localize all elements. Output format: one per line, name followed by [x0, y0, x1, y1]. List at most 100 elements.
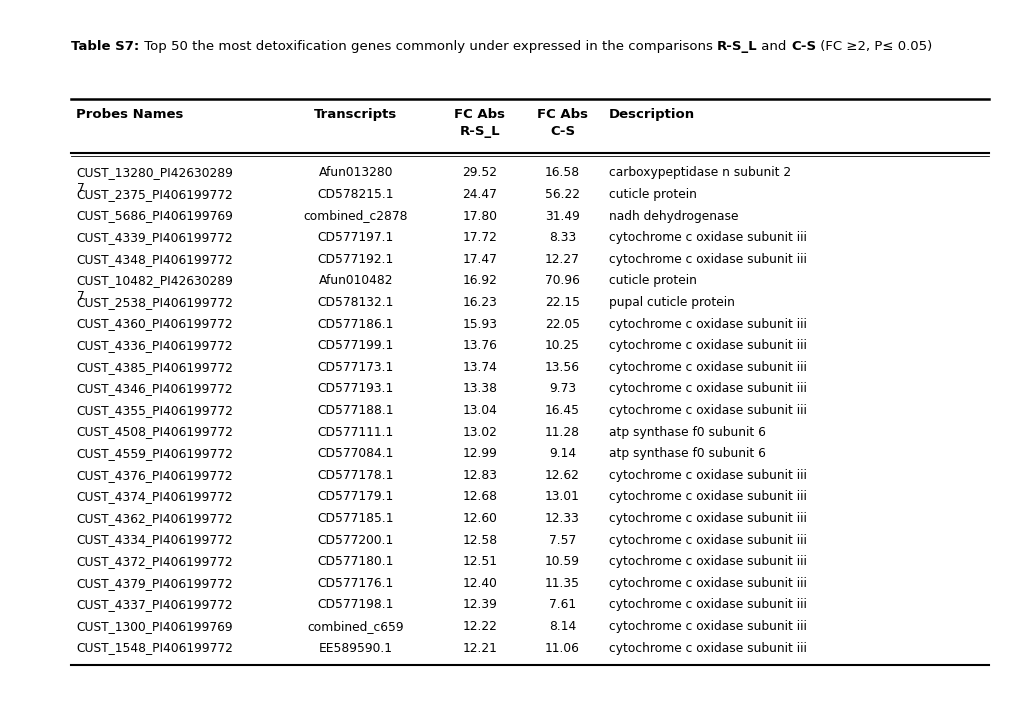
- Text: cytochrome c oxidase subunit iii: cytochrome c oxidase subunit iii: [608, 598, 806, 611]
- Text: R-S_L: R-S_L: [716, 40, 757, 53]
- Text: cytochrome c oxidase subunit iii: cytochrome c oxidase subunit iii: [608, 231, 806, 244]
- Text: 22.15: 22.15: [544, 296, 580, 309]
- Text: CD577199.1: CD577199.1: [318, 339, 393, 352]
- Text: CUST_4376_PI406199772: CUST_4376_PI406199772: [76, 469, 233, 482]
- Text: CD577173.1: CD577173.1: [318, 361, 393, 374]
- Text: cytochrome c oxidase subunit iii: cytochrome c oxidase subunit iii: [608, 620, 806, 633]
- Text: 7.57: 7.57: [548, 534, 576, 546]
- Text: 12.21: 12.21: [462, 642, 497, 654]
- Text: 12.22: 12.22: [462, 620, 497, 633]
- Text: cytochrome c oxidase subunit iii: cytochrome c oxidase subunit iii: [608, 534, 806, 546]
- Text: 24.47: 24.47: [462, 188, 497, 201]
- Text: CD577111.1: CD577111.1: [318, 426, 393, 438]
- Text: cytochrome c oxidase subunit iii: cytochrome c oxidase subunit iii: [608, 469, 806, 482]
- Text: 11.35: 11.35: [544, 577, 580, 590]
- Text: CUST_1300_PI406199769: CUST_1300_PI406199769: [76, 620, 233, 633]
- Text: combined_c2878: combined_c2878: [304, 210, 408, 222]
- Text: 13.02: 13.02: [462, 426, 497, 438]
- Text: 56.22: 56.22: [544, 188, 580, 201]
- Text: 22.05: 22.05: [544, 318, 580, 330]
- Text: 10.59: 10.59: [544, 555, 580, 568]
- Text: Probes Names: Probes Names: [76, 108, 183, 121]
- Text: 17.80: 17.80: [462, 210, 497, 222]
- Text: CUST_10482_PI42630289
7: CUST_10482_PI42630289 7: [76, 274, 233, 303]
- Text: CUST_4339_PI406199772: CUST_4339_PI406199772: [76, 231, 233, 244]
- Text: cytochrome c oxidase subunit iii: cytochrome c oxidase subunit iii: [608, 404, 806, 417]
- Text: cytochrome c oxidase subunit iii: cytochrome c oxidase subunit iii: [608, 339, 806, 352]
- Text: CD578132.1: CD578132.1: [318, 296, 393, 309]
- Text: Transcripts: Transcripts: [314, 108, 397, 121]
- Text: carboxypeptidase n subunit 2: carboxypeptidase n subunit 2: [608, 166, 791, 179]
- Text: FC Abs
C-S: FC Abs C-S: [537, 108, 588, 138]
- Text: CD577197.1: CD577197.1: [318, 231, 393, 244]
- Text: 13.38: 13.38: [462, 382, 497, 395]
- Text: C-S: C-S: [791, 40, 815, 53]
- Text: 17.72: 17.72: [462, 231, 497, 244]
- Text: 29.52: 29.52: [462, 166, 497, 179]
- Text: CUST_4346_PI406199772: CUST_4346_PI406199772: [76, 382, 233, 395]
- Text: 12.99: 12.99: [462, 447, 497, 460]
- Text: EE589590.1: EE589590.1: [319, 642, 392, 654]
- Text: CUST_4355_PI406199772: CUST_4355_PI406199772: [76, 404, 233, 417]
- Text: 9.14: 9.14: [548, 447, 576, 460]
- Text: 16.92: 16.92: [462, 274, 497, 287]
- Text: 16.45: 16.45: [544, 404, 580, 417]
- Text: CD577198.1: CD577198.1: [318, 598, 393, 611]
- Text: 12.27: 12.27: [544, 253, 580, 266]
- Text: 12.33: 12.33: [544, 512, 580, 525]
- Text: 13.76: 13.76: [462, 339, 497, 352]
- Text: atp synthase f0 subunit 6: atp synthase f0 subunit 6: [608, 426, 765, 438]
- Text: CUST_4372_PI406199772: CUST_4372_PI406199772: [76, 555, 233, 568]
- Text: CUST_4508_PI406199772: CUST_4508_PI406199772: [76, 426, 233, 438]
- Text: 31.49: 31.49: [544, 210, 580, 222]
- Text: CUST_4337_PI406199772: CUST_4337_PI406199772: [76, 598, 233, 611]
- Text: 15.93: 15.93: [462, 318, 497, 330]
- Text: CD577188.1: CD577188.1: [318, 404, 394, 417]
- Text: combined_c659: combined_c659: [308, 620, 404, 633]
- Text: cytochrome c oxidase subunit iii: cytochrome c oxidase subunit iii: [608, 490, 806, 503]
- Text: CD577186.1: CD577186.1: [318, 318, 393, 330]
- Text: cytochrome c oxidase subunit iii: cytochrome c oxidase subunit iii: [608, 512, 806, 525]
- Text: pupal cuticle protein: pupal cuticle protein: [608, 296, 734, 309]
- Text: 7.61: 7.61: [548, 598, 576, 611]
- Text: 13.01: 13.01: [544, 490, 580, 503]
- Text: CUST_4379_PI406199772: CUST_4379_PI406199772: [76, 577, 233, 590]
- Text: 12.40: 12.40: [462, 577, 497, 590]
- Text: 16.58: 16.58: [544, 166, 580, 179]
- Text: 13.74: 13.74: [462, 361, 497, 374]
- Text: 8.14: 8.14: [548, 620, 576, 633]
- Text: 12.39: 12.39: [462, 598, 497, 611]
- Text: cytochrome c oxidase subunit iii: cytochrome c oxidase subunit iii: [608, 577, 806, 590]
- Text: 17.47: 17.47: [462, 253, 497, 266]
- Text: CD577193.1: CD577193.1: [318, 382, 393, 395]
- Text: 11.06: 11.06: [544, 642, 580, 654]
- Text: CUST_2375_PI406199772: CUST_2375_PI406199772: [76, 188, 233, 201]
- Text: 70.96: 70.96: [544, 274, 580, 287]
- Text: CD577178.1: CD577178.1: [318, 469, 393, 482]
- Text: CUST_4360_PI406199772: CUST_4360_PI406199772: [76, 318, 233, 330]
- Text: CD577176.1: CD577176.1: [318, 577, 393, 590]
- Text: cytochrome c oxidase subunit iii: cytochrome c oxidase subunit iii: [608, 382, 806, 395]
- Text: 8.33: 8.33: [548, 231, 576, 244]
- Text: CUST_5686_PI406199769: CUST_5686_PI406199769: [76, 210, 233, 222]
- Text: CUST_2538_PI406199772: CUST_2538_PI406199772: [76, 296, 233, 309]
- Text: Afun010482: Afun010482: [318, 274, 393, 287]
- Text: cytochrome c oxidase subunit iii: cytochrome c oxidase subunit iii: [608, 253, 806, 266]
- Text: CD577180.1: CD577180.1: [318, 555, 393, 568]
- Text: 13.04: 13.04: [462, 404, 497, 417]
- Text: 12.83: 12.83: [462, 469, 497, 482]
- Text: (FC ≥2, P≤ 0.05): (FC ≥2, P≤ 0.05): [815, 40, 931, 53]
- Text: CD577200.1: CD577200.1: [318, 534, 393, 546]
- Text: Top 50 the most detoxification genes commonly under expressed in the comparisons: Top 50 the most detoxification genes com…: [140, 40, 716, 53]
- Text: Description: Description: [608, 108, 694, 121]
- Text: CUST_4348_PI406199772: CUST_4348_PI406199772: [76, 253, 233, 266]
- Text: CD577084.1: CD577084.1: [318, 447, 393, 460]
- Text: FC Abs
R-S_L: FC Abs R-S_L: [454, 108, 505, 138]
- Text: 11.28: 11.28: [544, 426, 580, 438]
- Text: CD577192.1: CD577192.1: [318, 253, 393, 266]
- Text: cytochrome c oxidase subunit iii: cytochrome c oxidase subunit iii: [608, 642, 806, 654]
- Text: CD577185.1: CD577185.1: [318, 512, 394, 525]
- Text: CUST_4362_PI406199772: CUST_4362_PI406199772: [76, 512, 233, 525]
- Text: CD578215.1: CD578215.1: [318, 188, 394, 201]
- Text: CUST_1548_PI406199772: CUST_1548_PI406199772: [76, 642, 233, 654]
